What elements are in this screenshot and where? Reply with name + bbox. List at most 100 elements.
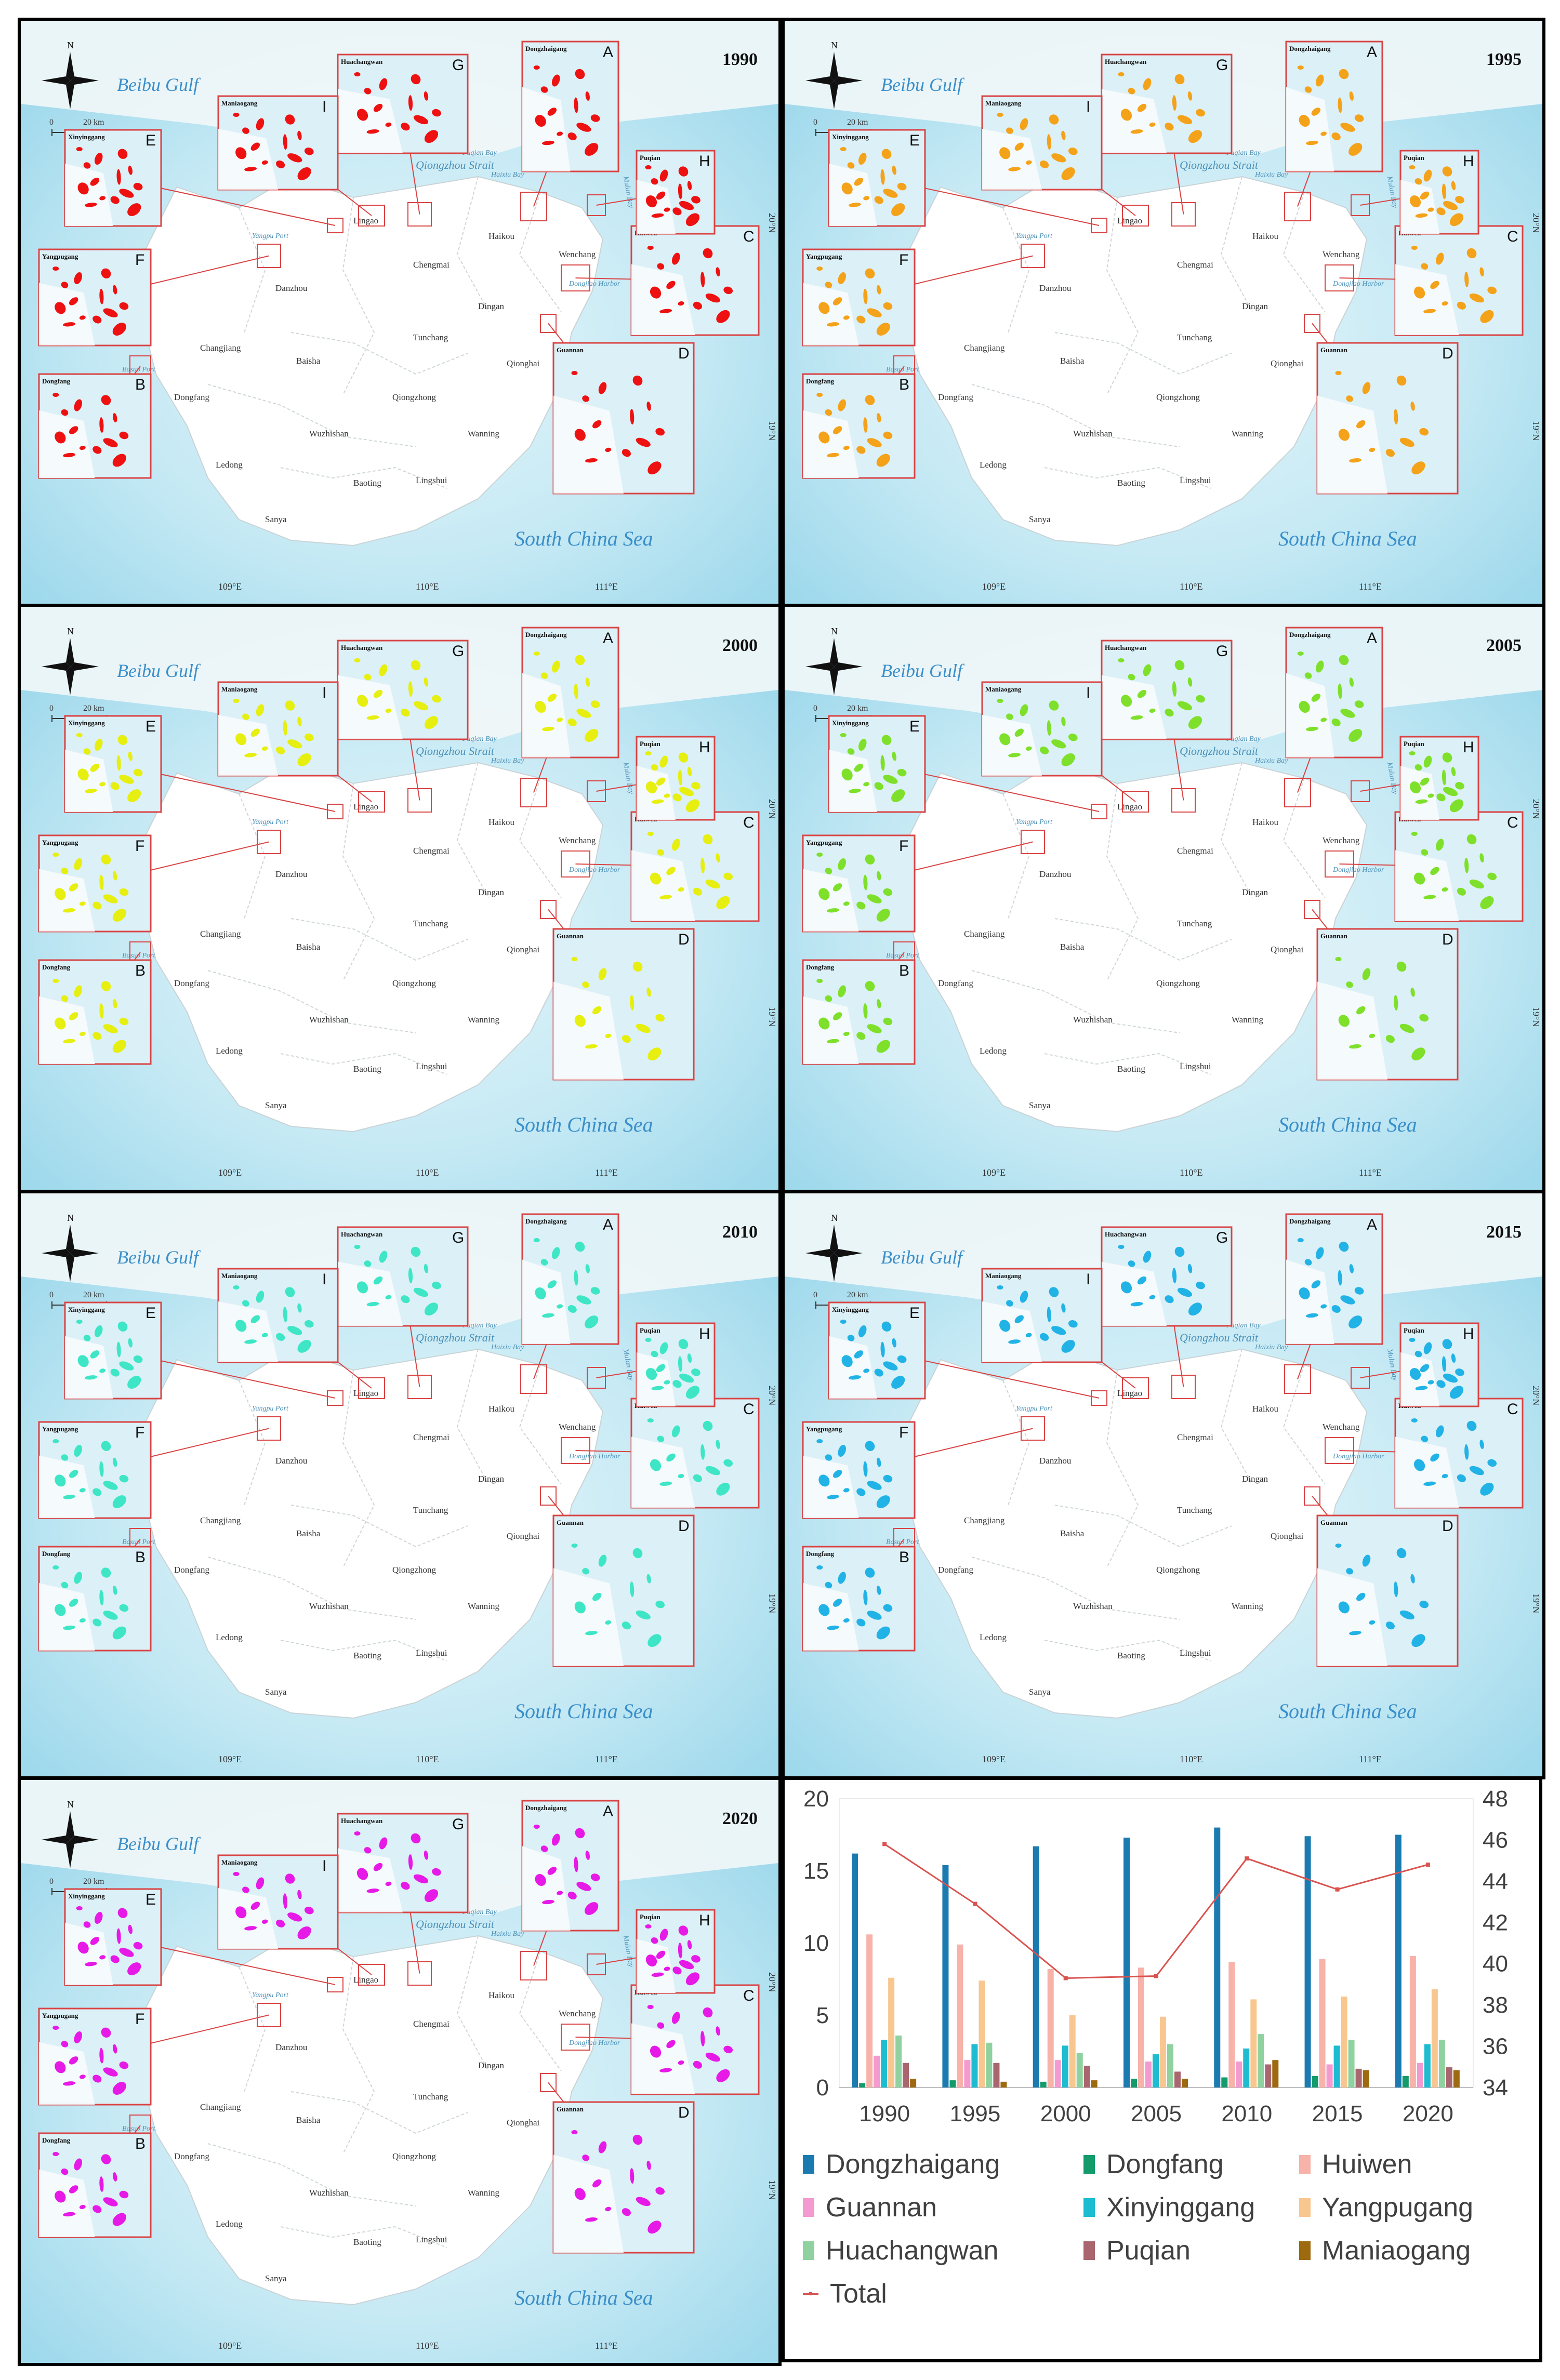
mangrove-patch bbox=[385, 122, 392, 127]
mangrove-patch bbox=[1349, 1315, 1363, 1328]
mangrove-patch bbox=[432, 695, 441, 703]
city-label: Ledong bbox=[980, 1046, 1007, 1056]
bar-dongzhaigang-2000 bbox=[1033, 1846, 1039, 2088]
mangrove-patch bbox=[1196, 109, 1205, 117]
mangrove-patch bbox=[655, 428, 665, 436]
inset-letter: E bbox=[146, 1305, 156, 1322]
city-label: Dongfang bbox=[938, 978, 973, 988]
mangrove-patch bbox=[61, 1454, 69, 1461]
inset-land bbox=[39, 1455, 95, 1518]
mangrove-patch bbox=[691, 1368, 700, 1376]
city-label: Baisha bbox=[296, 1528, 321, 1538]
inset-land bbox=[65, 163, 113, 226]
mangrove-patch bbox=[119, 1948, 134, 1957]
inset-letter: G bbox=[452, 1229, 464, 1246]
mangrove-patch bbox=[55, 1474, 66, 1487]
inset-name: Xinyinggang bbox=[832, 719, 869, 727]
mangrove-patch bbox=[55, 302, 66, 314]
inset-name: Huachangwan bbox=[341, 1230, 383, 1238]
mangrove-patch bbox=[880, 1341, 885, 1358]
mangrove-patch bbox=[1349, 91, 1354, 101]
bar-huiwen-1995 bbox=[957, 1944, 963, 2088]
mangrove-patch bbox=[818, 431, 830, 444]
mangrove-patch bbox=[574, 97, 578, 113]
mangrove-patch bbox=[874, 782, 883, 790]
mangrove-patch bbox=[101, 268, 111, 278]
scale-km: 20 km bbox=[83, 118, 104, 127]
inset-land bbox=[553, 2155, 624, 2253]
port-label: Yangpu Port bbox=[1016, 232, 1053, 240]
inset-source-box bbox=[520, 778, 547, 807]
mangrove-patch bbox=[590, 1287, 600, 1295]
mangrove-patch bbox=[703, 248, 713, 259]
category-label: 2015 bbox=[1312, 2101, 1363, 2126]
mangrove-patch bbox=[1196, 695, 1205, 703]
scale-zero: 0 bbox=[49, 118, 54, 127]
bar-maniaogang-2000 bbox=[1091, 2080, 1098, 2088]
mangrove-patch bbox=[119, 1604, 129, 1612]
mangrove-patch bbox=[1306, 140, 1318, 145]
port-label: Basuo Port bbox=[122, 952, 156, 960]
mangrove-patch bbox=[664, 207, 670, 212]
mangrove-patch bbox=[1120, 1281, 1132, 1294]
mangrove-patch bbox=[1479, 853, 1484, 863]
mangrove-patch bbox=[816, 267, 823, 271]
mangrove-patch bbox=[304, 1907, 314, 1914]
inset-source-box bbox=[520, 1951, 547, 1980]
mangrove-patch bbox=[244, 753, 257, 757]
mangrove-patch bbox=[854, 1350, 864, 1359]
scale-km: 20 km bbox=[83, 1877, 104, 1886]
city-label: Wanning bbox=[468, 2188, 499, 2198]
mangrove-patch bbox=[1423, 755, 1432, 768]
map-year: 1990 bbox=[722, 50, 758, 69]
map-year: 2020 bbox=[722, 1809, 758, 1828]
mangrove-patch bbox=[85, 789, 97, 793]
mangrove-patch bbox=[832, 883, 842, 892]
right-tick-label: 38 bbox=[1483, 1992, 1508, 2018]
mangrove-patch bbox=[867, 438, 882, 447]
inset-name: Xinyinggang bbox=[832, 133, 869, 141]
inset-name: Huachangwan bbox=[341, 1817, 383, 1825]
inset-land bbox=[829, 163, 877, 226]
city-label: Qionghai bbox=[507, 945, 540, 954]
mangrove-patch bbox=[655, 1014, 665, 1022]
mangrove-patch bbox=[1399, 1610, 1414, 1620]
city-label: Wanning bbox=[468, 1015, 499, 1025]
mangrove-patch bbox=[99, 2176, 104, 2192]
mangrove-patch bbox=[547, 1280, 557, 1288]
mangrove-patch bbox=[1346, 1568, 1353, 1575]
inset-source-box bbox=[407, 1961, 432, 1986]
inset-source-box bbox=[257, 1416, 281, 1441]
city-label: Sanya bbox=[265, 1687, 287, 1697]
mangrove-patch bbox=[1413, 872, 1425, 885]
bay-label: Puqian Bay bbox=[462, 149, 497, 157]
mangrove-patch bbox=[408, 95, 413, 111]
mangrove-patch bbox=[827, 1495, 839, 1499]
inset-letter: B bbox=[899, 962, 909, 979]
inset-name: Guannan bbox=[1320, 1519, 1348, 1526]
mangrove-patch bbox=[687, 181, 692, 191]
inset-dongzhaigang: Dongzhaigang A bbox=[1285, 41, 1383, 172]
inset-letter: C bbox=[743, 1987, 755, 2004]
city-label: Dingan bbox=[478, 1474, 505, 1484]
inset-name: Maniaogang bbox=[985, 685, 1022, 693]
mangrove-patch bbox=[865, 854, 875, 865]
mangrove-patch bbox=[424, 677, 429, 687]
mangrove-patch bbox=[424, 716, 439, 729]
legend-item-yangpugang: Yangpugang bbox=[1299, 2192, 1473, 2223]
mangrove-patch bbox=[827, 1625, 839, 1630]
legend-item-dongfang: Dongfang bbox=[1083, 2149, 1224, 2180]
mangrove-patch bbox=[1130, 1302, 1143, 1307]
inset-dongzhaigang: Dongzhaigang A bbox=[1285, 1213, 1383, 1345]
mangrove-patch bbox=[645, 1368, 657, 1380]
mangrove-patch bbox=[128, 751, 133, 761]
inset-dongfang: Dongfang B bbox=[802, 373, 916, 479]
mangrove-patch bbox=[373, 1276, 383, 1285]
city-label: Dongfang bbox=[174, 1565, 209, 1575]
mangrove-patch bbox=[1479, 267, 1484, 277]
scale-km: 20 km bbox=[847, 1291, 868, 1299]
sea-label-bay: Beibu Gulf bbox=[117, 1833, 201, 1854]
inset-source-box bbox=[327, 1390, 343, 1406]
inset-huachangwan: Huachangwan G bbox=[1101, 640, 1233, 740]
mangrove-patch bbox=[838, 1444, 847, 1457]
